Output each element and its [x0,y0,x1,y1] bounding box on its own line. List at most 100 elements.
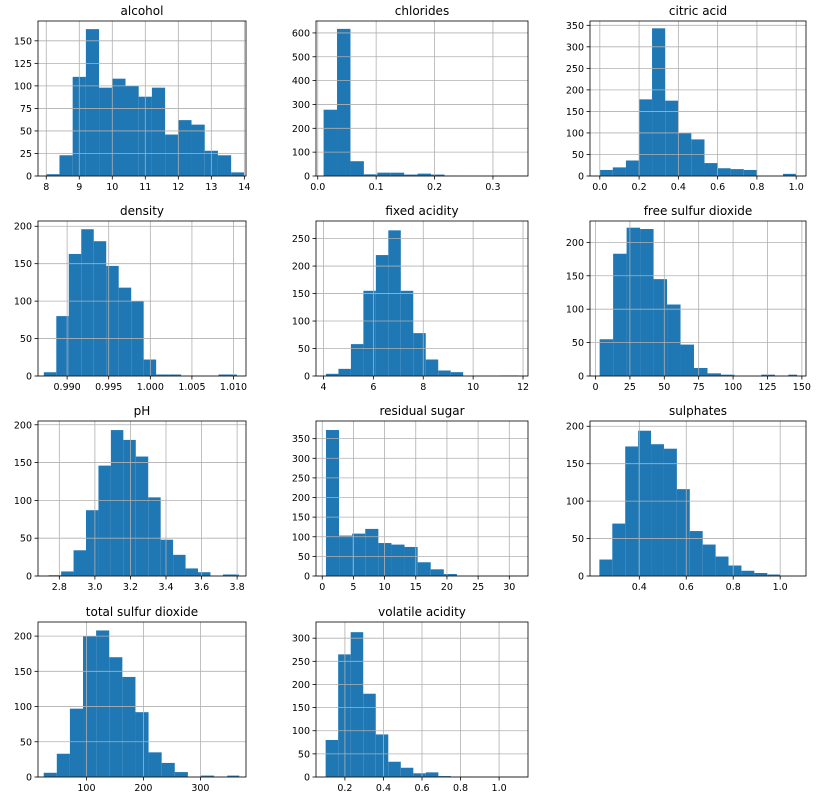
subplot-density: 0.990 0.995 1.000 1.005 1.010 0 50 100 150 200 den… [14,204,247,393]
histogram-bar [96,630,110,777]
bars [323,28,526,176]
histogram-bar [231,172,245,176]
histogram-bar [106,265,119,376]
axes-frame [589,220,807,377]
y-tick-label: 150 [566,271,584,282]
x-tick-label: 125 [758,382,776,393]
histogram-bar [625,446,639,576]
histogram-bar [430,569,444,576]
histogram-bar [325,739,339,777]
x-tick-label: 0.3 [485,182,500,193]
histogram-bar [388,230,401,376]
histogram-bar [767,574,781,576]
x-tick-label: 1.010 [220,382,247,393]
x-tick-label: 200 [134,783,152,794]
x-tick-label: 3.2 [123,582,138,593]
histogram-bar [59,155,73,176]
y-tick-label: 50 [572,150,584,161]
x-tick-label: 3.6 [194,582,209,593]
histogram-bar [689,531,703,576]
y-tick-label: 0 [304,572,310,583]
axes-frame [589,20,807,177]
y-tick-label: 0 [26,572,32,583]
histogram-bar [109,657,123,777]
subplot-title: sulphates [669,404,727,418]
histogram-bar [377,172,391,176]
y-tick-label: 150 [292,703,310,714]
subplot-title: volatile acidity [378,605,466,619]
subplot-pH: 2.8 3.0 3.2 3.4 3.6 3.8 0 50 100 150 200 pH [14,404,247,593]
histogram-bar [741,570,755,576]
subplot-title: fixed acidity [385,204,458,218]
x-tick-label: 0.6 [679,582,694,593]
y-tick-label: 0 [26,773,32,784]
subplot-title: chlorides [395,4,449,18]
y-tick-label: 350 [566,21,584,32]
axes-frame [37,621,247,778]
y-tick-label: 50 [572,338,584,349]
histogram-bar [599,169,613,176]
histogram-bar [185,568,198,576]
histogram-bar [338,368,351,376]
x-tick-label: 0.8 [726,582,741,593]
histogram-bar [61,571,74,576]
x-tick-label: 0.2 [632,182,647,193]
histogram-bar [375,734,389,777]
histogram-bar [135,456,149,576]
y-tick-label: 150 [566,107,584,118]
axes-frame [315,220,529,377]
y-tick-label: 100 [14,702,32,713]
x-tick-label: 5 [350,582,356,593]
x-tick-label: 0.8 [749,182,764,193]
histogram-bar [640,229,654,376]
y-tick-label: 300 [566,42,584,53]
subplot-title: citric acid [669,4,727,18]
y-tick-label: 125 [14,59,32,70]
y-tick-label: 250 [292,657,310,668]
x-tick-label: 30 [503,582,515,593]
axes-frame [37,220,247,377]
histogram-bar [191,124,205,176]
histogram-bar [323,109,338,176]
y-tick-label: 25 [20,149,32,160]
y-tick-label: 150 [566,459,584,470]
subplot-title: density [120,204,164,218]
histogram-bar [173,554,186,576]
histogram-bar [43,372,57,376]
y-tick-label: 0 [26,172,32,183]
x-tick-label: 75 [693,382,705,393]
histogram-bar [352,533,366,576]
histogram-bar [123,439,136,576]
histogram-bar [160,539,174,576]
histogram-bar [218,374,237,376]
histogram-bar [715,556,729,576]
histogram-bar [86,510,99,576]
histogram-bar [717,168,731,176]
x-tick-label: 12 [517,382,529,393]
subplot-title: pH [134,404,151,418]
histogram-bar [691,139,705,176]
histogram-bar [626,227,641,376]
histogram-bar [680,344,695,376]
y-tick-label: 75 [20,104,32,115]
histogram-bar [638,430,652,576]
x-tick-label: 0.2 [427,182,442,193]
x-tick-label: 1.0 [789,182,804,193]
histogram-bar [43,772,57,777]
histogram-bar [73,550,86,576]
histogram-bar [404,174,418,176]
x-tick-label: 0.0 [592,182,607,193]
y-tick-label: 50 [298,552,310,563]
subplot-title: free sulfur dioxide [644,204,753,218]
y-tick-label: 150 [292,289,310,300]
histogram-bar [337,28,351,176]
histogram-bar [425,359,439,376]
x-tick-label: 0 [319,582,325,593]
histogram-bar [135,712,149,777]
y-tick-label: 50 [572,534,584,545]
x-tick-label: 12 [172,182,184,193]
y-tick-label: 250 [292,234,310,245]
histogram-bar [365,528,379,576]
histogram-bar [350,344,364,376]
